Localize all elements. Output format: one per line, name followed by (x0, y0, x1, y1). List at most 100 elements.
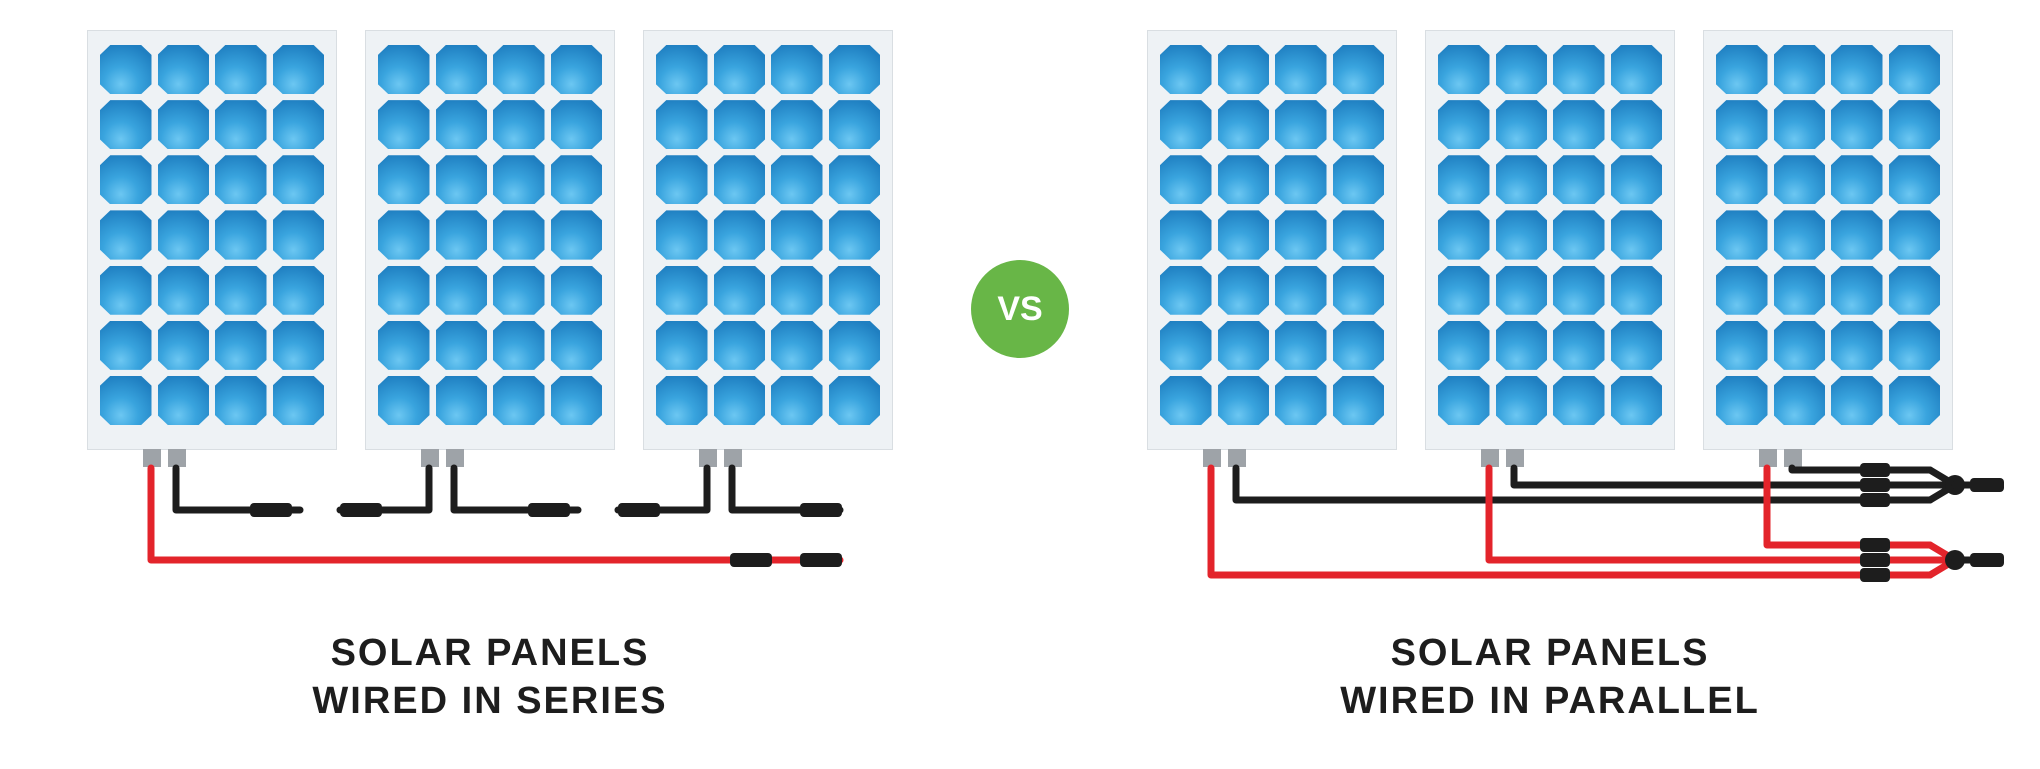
solar-cell (1333, 155, 1385, 204)
caption-line: SOLAR PANELS (1391, 632, 1710, 674)
solar-cell (1716, 266, 1768, 315)
solar-cell (1438, 155, 1490, 204)
solar-cell (1553, 210, 1605, 259)
solar-cell (1496, 210, 1548, 259)
solar-cell (273, 376, 325, 425)
solar-cell (215, 100, 267, 149)
solar-cell (1774, 376, 1826, 425)
solar-cell (714, 45, 766, 94)
solar-cell (436, 210, 488, 259)
solar-cell (273, 321, 325, 370)
solar-cell (100, 376, 152, 425)
solar-cell (1275, 266, 1327, 315)
solar-cell (1611, 155, 1663, 204)
solar-cell (656, 210, 708, 259)
solar-cell (1716, 376, 1768, 425)
solar-cell (1438, 210, 1490, 259)
solar-cell (1160, 266, 1212, 315)
solar-cell (829, 376, 881, 425)
solar-cell (551, 266, 603, 315)
caption-line: WIRED IN SERIES (312, 680, 667, 722)
solar-cell (714, 321, 766, 370)
solar-cell (1160, 321, 1212, 370)
solar-cell (273, 210, 325, 259)
panel-terminal (699, 449, 717, 467)
solar-cell (158, 155, 210, 204)
solar-cell (1889, 45, 1941, 94)
solar-cell (1218, 45, 1270, 94)
solar-cell (1218, 210, 1270, 259)
solar-cell (493, 376, 545, 425)
solar-cell (829, 100, 881, 149)
solar-cell (1218, 376, 1270, 425)
solar-cell (100, 45, 152, 94)
solar-cell (1496, 45, 1548, 94)
panel-terminal (1203, 449, 1221, 467)
solar-cell (493, 210, 545, 259)
solar-cell (1716, 155, 1768, 204)
panel-terminal (1784, 449, 1802, 467)
series-side: SOLAR PANELS WIRED IN SERIES (40, 0, 940, 769)
parallel-caption: SOLAR PANELS WIRED IN PARALLEL (1100, 630, 2000, 725)
solar-cell (551, 100, 603, 149)
solar-cell (1831, 266, 1883, 315)
solar-cell (1438, 45, 1490, 94)
solar-cell (1218, 100, 1270, 149)
solar-cell (771, 376, 823, 425)
solar-cell (215, 376, 267, 425)
solar-cell (1438, 376, 1490, 425)
solar-cell (829, 321, 881, 370)
solar-panel (1703, 30, 1953, 450)
series-caption: SOLAR PANELS WIRED IN SERIES (40, 630, 940, 725)
solar-panel (365, 30, 615, 450)
solar-cell (1831, 45, 1883, 94)
caption-line: SOLAR PANELS (331, 632, 650, 674)
panel-terminal (143, 449, 161, 467)
solar-cell (158, 100, 210, 149)
solar-cell (1275, 100, 1327, 149)
vs-label: VS (997, 290, 1042, 329)
solar-cell (215, 210, 267, 259)
solar-cell (1831, 210, 1883, 259)
solar-cell (1553, 45, 1605, 94)
solar-cell (1889, 155, 1941, 204)
solar-cell (1333, 376, 1385, 425)
solar-cell (493, 100, 545, 149)
solar-cell (1496, 321, 1548, 370)
solar-cell (1774, 266, 1826, 315)
solar-cell (1611, 210, 1663, 259)
solar-cell (1889, 266, 1941, 315)
solar-cell (1496, 155, 1548, 204)
solar-cell (493, 45, 545, 94)
solar-cell (551, 321, 603, 370)
solar-cell (378, 210, 430, 259)
solar-cell (1716, 100, 1768, 149)
solar-cell (1889, 321, 1941, 370)
solar-cell (1218, 155, 1270, 204)
solar-cell (714, 100, 766, 149)
panel-terminal (1481, 449, 1499, 467)
solar-cell (1275, 210, 1327, 259)
solar-cell (829, 210, 881, 259)
solar-cell (378, 155, 430, 204)
solar-cell (771, 100, 823, 149)
solar-cell (1716, 45, 1768, 94)
solar-cell (436, 100, 488, 149)
panel-terminal (1228, 449, 1246, 467)
solar-cell (771, 45, 823, 94)
solar-cell (1889, 376, 1941, 425)
solar-cell (100, 266, 152, 315)
solar-cell (1774, 100, 1826, 149)
solar-cell (1218, 266, 1270, 315)
solar-cell (493, 155, 545, 204)
solar-cell (551, 155, 603, 204)
solar-cell (656, 45, 708, 94)
solar-cell (1716, 321, 1768, 370)
solar-cell (551, 376, 603, 425)
solar-cell (771, 210, 823, 259)
solar-panel (1147, 30, 1397, 450)
solar-cell (1496, 100, 1548, 149)
solar-cell (215, 321, 267, 370)
solar-cell (273, 45, 325, 94)
solar-cell (1496, 266, 1548, 315)
